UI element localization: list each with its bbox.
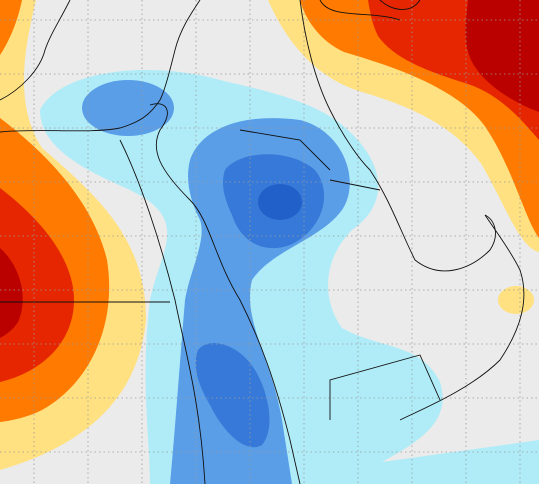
warm-anomaly-west	[0, 0, 146, 470]
warm-anomaly-east	[268, 0, 539, 314]
coastlines	[0, 0, 525, 484]
cool-anomaly	[40, 70, 539, 484]
